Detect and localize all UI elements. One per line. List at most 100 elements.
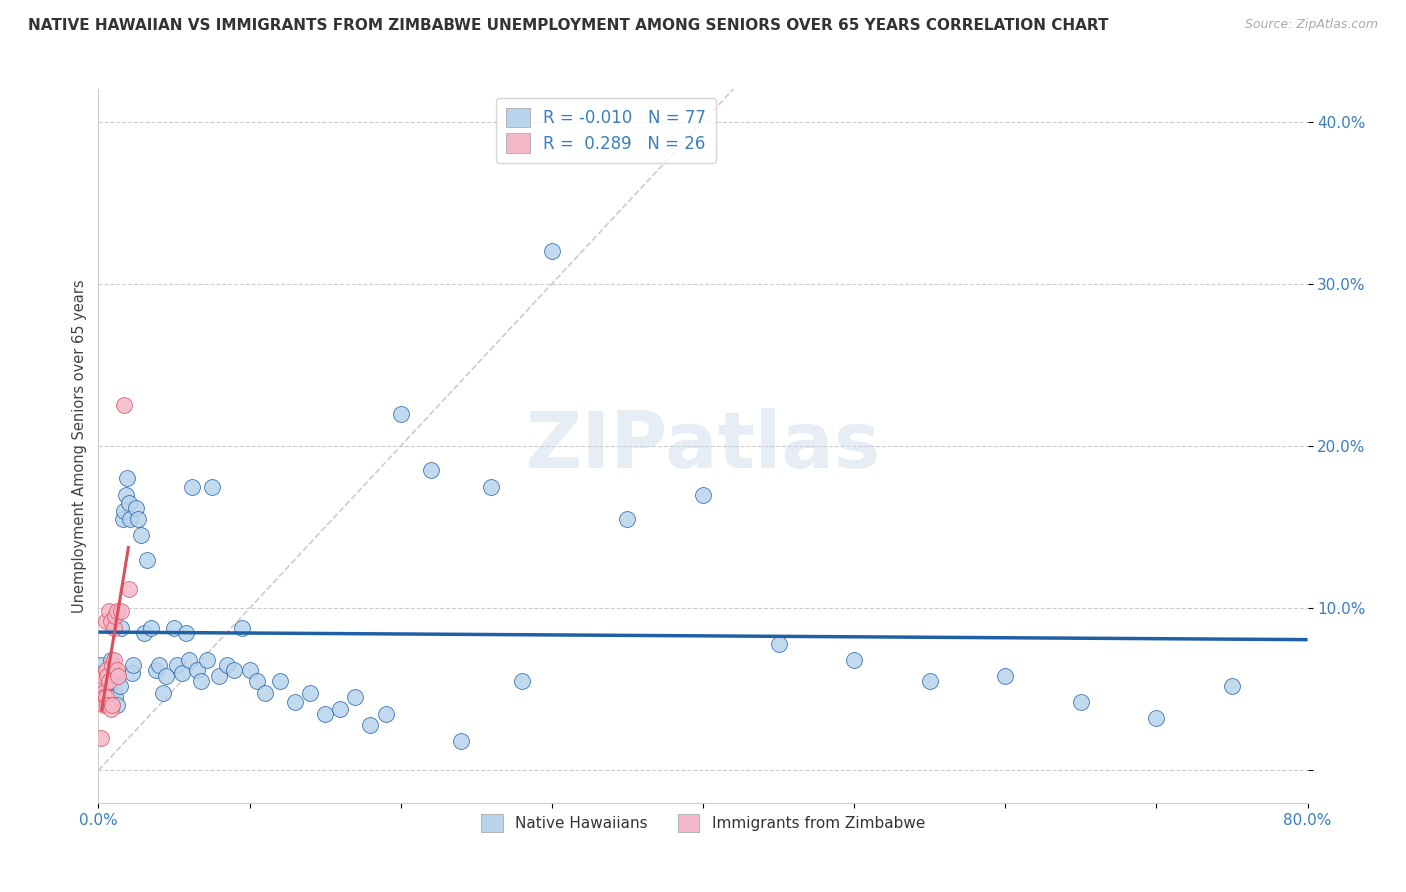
Point [1144,711,1167,725]
Point [105,604,128,618]
Text: Source: ZipAtlas.com: Source: ZipAtlas.com [1244,18,1378,31]
Point [994,669,1017,683]
Point [253,685,276,699]
Point [129,528,152,542]
Point [110,621,132,635]
Point [94,614,117,628]
Point [104,690,127,705]
Point [118,582,141,596]
Point [215,657,238,672]
Point [94,690,117,705]
Point [96,669,118,683]
Point [112,399,135,413]
Point [299,685,322,699]
Point [98,674,121,689]
Point [90,674,112,689]
Point [91,685,114,699]
Point [118,496,141,510]
Point [98,679,121,693]
Point [360,718,382,732]
Text: ZIPatlas: ZIPatlas [526,408,880,484]
Point [145,663,167,677]
Point [105,663,128,677]
Point [115,471,138,485]
Point [1070,695,1092,709]
Point [163,621,186,635]
Point [208,669,231,683]
Point [111,512,134,526]
Legend: Native Hawaiians, Immigrants from Zimbabwe: Native Hawaiians, Immigrants from Zimbab… [475,808,931,838]
Point [100,614,122,628]
Point [103,621,125,635]
Point [107,669,129,683]
Point [166,657,188,672]
Point [94,685,117,699]
Point [110,604,132,618]
Point [246,674,269,689]
Point [101,663,124,677]
Point [93,698,115,713]
Y-axis label: Unemployment Among Seniors over 65 years: Unemployment Among Seniors over 65 years [72,279,87,613]
Point [155,669,177,683]
Point [100,702,122,716]
Point [107,669,129,683]
Point [125,500,148,515]
Point [112,504,135,518]
Point [181,479,204,493]
Point [101,698,124,713]
Point [540,244,562,259]
Point [94,663,117,677]
Point [768,637,790,651]
Point [481,479,503,493]
Point [269,674,291,689]
Point [105,698,128,713]
Point [108,679,131,693]
Point [148,657,170,672]
Point [179,653,201,667]
Point [195,653,218,667]
Point [96,690,118,705]
Point [190,674,212,689]
Point [96,669,118,683]
Point [101,657,124,672]
Point [616,512,638,526]
Point [692,488,714,502]
Point [1220,679,1243,693]
Point [98,695,121,709]
Point [127,512,149,526]
Point [98,604,121,618]
Point [91,669,114,683]
Point [103,666,125,681]
Point [918,674,941,689]
Point [389,407,412,421]
Point [231,621,253,635]
Point [93,674,115,689]
Point [844,653,866,667]
Point [90,731,112,745]
Point [101,674,124,689]
Point [135,552,157,566]
Point [152,685,174,699]
Point [104,609,127,624]
Point [329,702,352,716]
Point [224,663,246,677]
Point [122,657,145,672]
Point [103,653,125,667]
Point [374,706,396,721]
Point [174,625,197,640]
Point [450,734,472,748]
Point [284,695,307,709]
Point [239,663,262,677]
Point [91,666,114,681]
Point [344,690,367,705]
Point [120,512,142,526]
Point [103,682,125,697]
Point [114,488,136,502]
Point [170,666,193,681]
Point [132,625,155,640]
Point [510,674,533,689]
Point [100,653,122,667]
Point [90,657,112,672]
Point [94,682,117,697]
Point [420,463,443,477]
